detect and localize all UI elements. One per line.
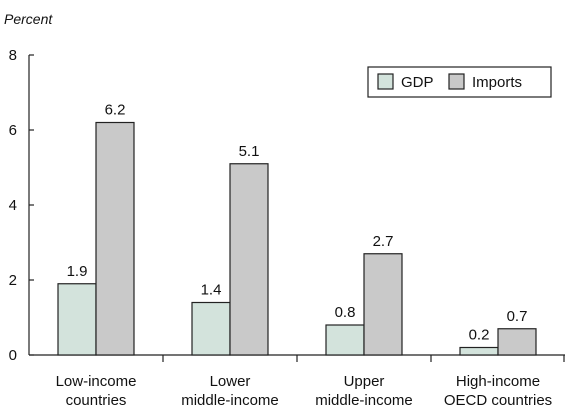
- y-tick-label: 8: [9, 47, 17, 64]
- legend-label: GDP: [401, 74, 434, 91]
- bar-gdp: [57, 283, 97, 356]
- bar-imports: [497, 328, 537, 356]
- data-label: 0.7: [507, 308, 528, 325]
- category-label: countries: [66, 392, 127, 409]
- data-label: 2.7: [373, 233, 394, 250]
- y-tick-label: 4: [9, 197, 17, 214]
- bar-imports: [229, 163, 269, 356]
- bar-imports: [95, 121, 135, 356]
- category-label: middle-income: [181, 392, 279, 409]
- legend-swatch-imports: [448, 73, 465, 90]
- category-label: Low-income: [56, 373, 137, 390]
- legend-label: Imports: [472, 74, 522, 91]
- bar-imports: [363, 253, 403, 356]
- bar-gdp: [459, 346, 499, 356]
- data-label: 0.2: [469, 327, 490, 344]
- category-label: Lower: [210, 373, 251, 390]
- category-label: High-income: [456, 373, 540, 390]
- legend-swatch-gdp: [377, 73, 394, 90]
- category-labels: Low-income countries Lower middle-income Upp…: [56, 373, 553, 409]
- data-label: 0.8: [335, 304, 356, 321]
- data-label: 1.4: [201, 282, 222, 299]
- y-tick-label: 6: [9, 122, 17, 139]
- bar-gdp: [325, 324, 365, 356]
- category-label: OECD countries: [444, 392, 552, 409]
- data-label: 1.9: [67, 263, 88, 280]
- bars: [57, 121, 537, 356]
- category-label: Upper: [344, 373, 385, 390]
- y-axis-title: Percent: [4, 11, 53, 27]
- data-label: 5.1: [239, 143, 260, 160]
- bar-gdp: [191, 301, 231, 356]
- y-tick-label: 2: [9, 272, 17, 289]
- legend: GDP Imports: [367, 66, 552, 98]
- y-tick-label: 0: [9, 347, 17, 364]
- category-label: middle-income: [315, 392, 413, 409]
- legend-box: [367, 66, 552, 98]
- data-labels: 1.9 6.2 1.4 5.1 0.8 2.7 0.2 0.7: [67, 102, 528, 344]
- data-label: 6.2: [105, 102, 126, 119]
